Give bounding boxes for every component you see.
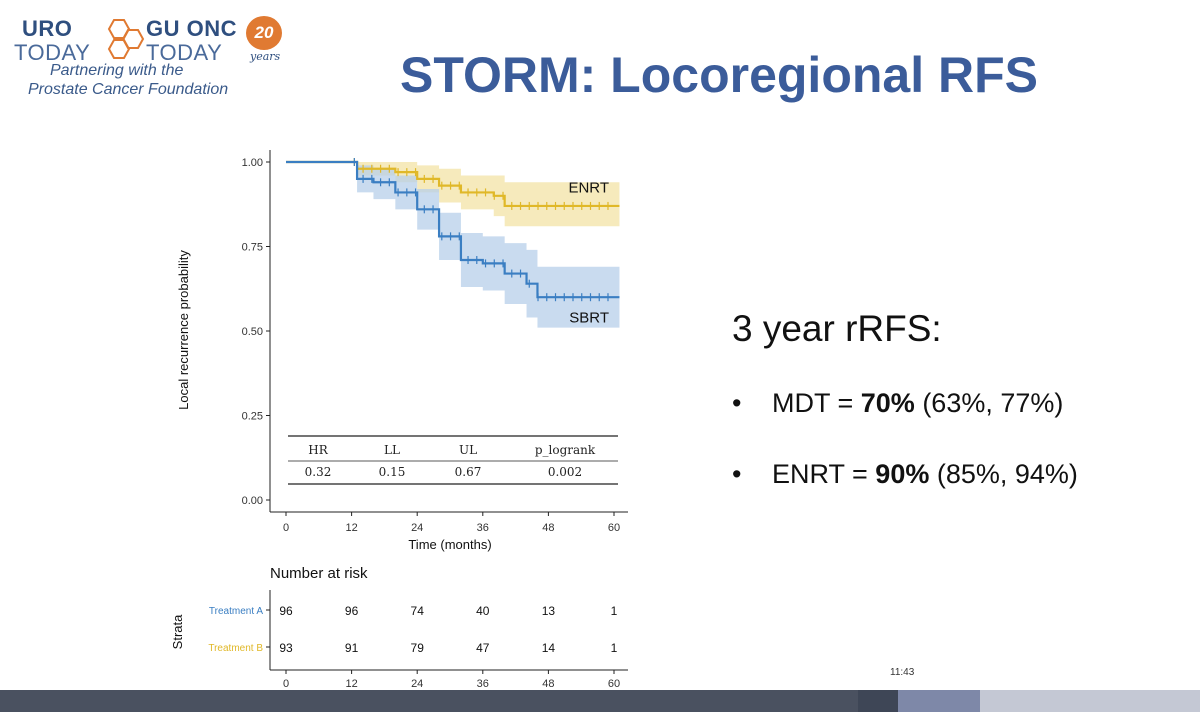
stats-table-value: 0.67 bbox=[455, 465, 482, 479]
y-tick-label: 0.50 bbox=[242, 326, 263, 338]
logo-today-text: TODAY bbox=[14, 40, 91, 65]
x-tick-label: 48 bbox=[542, 522, 554, 534]
risk-table-count: 74 bbox=[411, 604, 425, 618]
stats-table-value: 0.15 bbox=[379, 465, 406, 479]
y-tick-label: 1.00 bbox=[242, 157, 263, 169]
logo-gu-onc-text: GU ONC bbox=[146, 16, 237, 41]
x-axis-label: Time (months) bbox=[408, 537, 491, 552]
risk-table-strata-label: Strata bbox=[170, 614, 185, 649]
logo-uro-text: URO bbox=[22, 16, 73, 41]
progress-segment bbox=[980, 690, 1200, 712]
tagline-line-1: Partnering with the bbox=[50, 62, 184, 79]
survival-line-sbrt bbox=[286, 160, 620, 299]
risk-table-count: 96 bbox=[345, 604, 359, 618]
video-progress-bar[interactable] bbox=[0, 690, 1200, 712]
risk-table-count: 91 bbox=[345, 641, 359, 655]
risk-table-count: 40 bbox=[476, 604, 490, 618]
hexagon-logo-icon bbox=[107, 19, 145, 59]
risk-table-row-label: Treatment B bbox=[208, 643, 263, 654]
y-tick-label: 0.25 bbox=[242, 411, 263, 423]
series-label-enrt: ENRT bbox=[568, 179, 609, 196]
stats-table-header: UL bbox=[459, 443, 477, 457]
risk-x-tick-label: 24 bbox=[411, 678, 423, 690]
risk-table-title: Number at risk bbox=[270, 565, 368, 582]
anniversary-badge: 20 bbox=[246, 16, 282, 50]
risk-table-count: 1 bbox=[611, 604, 618, 618]
stats-table-value: 0.32 bbox=[305, 465, 332, 479]
confidence-band-sbrt bbox=[286, 162, 620, 328]
risk-table-count: 93 bbox=[279, 641, 293, 655]
bullet-marker: • bbox=[732, 388, 742, 418]
x-tick-label: 12 bbox=[345, 522, 357, 534]
y-tick-label: 0.75 bbox=[242, 242, 263, 254]
stats-table-header: LL bbox=[384, 443, 400, 457]
x-tick-label: 60 bbox=[608, 522, 620, 534]
video-timestamp: 11:43 bbox=[890, 667, 915, 678]
risk-table-row-label: Treatment A bbox=[209, 606, 263, 617]
x-tick-label: 0 bbox=[283, 522, 289, 534]
km-survival-chart: 0.00 0.25 0.50 0.75 1.00 0 12 24 36 48 60 Time (mon… bbox=[170, 150, 628, 700]
slide-title: STORM: Locoregional RFS bbox=[400, 47, 1038, 103]
stats-table-value: 0.002 bbox=[548, 465, 582, 479]
risk-x-tick-label: 48 bbox=[542, 678, 554, 690]
progress-segment bbox=[0, 690, 858, 712]
bullet-enrt: • ENRT = 90% (85%, 94%) bbox=[732, 459, 1078, 490]
bullet-bold-value: 90% bbox=[875, 459, 930, 489]
risk-table-count: 79 bbox=[411, 641, 425, 655]
bullet-suffix: (85%, 94%) bbox=[929, 459, 1078, 489]
risk-x-tick-label: 36 bbox=[477, 678, 489, 690]
tagline-line-2: Prostate Cancer Foundation bbox=[28, 81, 229, 98]
rfs-heading: 3 year rRFS: bbox=[732, 308, 942, 349]
bullet-marker: • bbox=[732, 459, 742, 489]
risk-table-count: 1 bbox=[611, 641, 618, 655]
progress-segment bbox=[858, 690, 898, 712]
risk-table-count: 47 bbox=[476, 641, 490, 655]
bullet-prefix: MDT = bbox=[772, 388, 861, 418]
y-tick-label: 0.00 bbox=[242, 495, 263, 507]
risk-x-tick-label: 60 bbox=[608, 678, 620, 690]
series-label-sbrt: SBRT bbox=[569, 310, 609, 327]
logo-today-text-2: TODAY bbox=[146, 40, 223, 65]
stats-table-header: HR bbox=[308, 443, 328, 457]
bullet-suffix: (63%, 77%) bbox=[914, 388, 1064, 418]
anniversary-years: years bbox=[250, 50, 281, 63]
y-axis-label: Local recurrence probability bbox=[176, 250, 191, 410]
risk-x-tick-label: 12 bbox=[345, 678, 357, 690]
bullet-bold-value: 70% bbox=[860, 388, 915, 418]
risk-table-count: 96 bbox=[279, 604, 293, 618]
risk-table-count: 13 bbox=[542, 604, 556, 618]
x-tick-label: 24 bbox=[411, 522, 423, 534]
stats-table-header: p_logrank bbox=[535, 443, 596, 457]
confidence-band-enrt bbox=[286, 162, 620, 227]
risk-table-count: 14 bbox=[542, 641, 556, 655]
urotoday-logo: URO TODAY GU ONC TODAY 20 years bbox=[14, 12, 314, 112]
risk-x-tick-label: 0 bbox=[283, 678, 289, 690]
progress-segment bbox=[898, 690, 980, 712]
bullet-mdt: • MDT = 70% (63%, 77%) bbox=[732, 388, 1063, 419]
x-tick-label: 36 bbox=[477, 522, 489, 534]
bullet-prefix: ENRT = bbox=[772, 459, 876, 489]
